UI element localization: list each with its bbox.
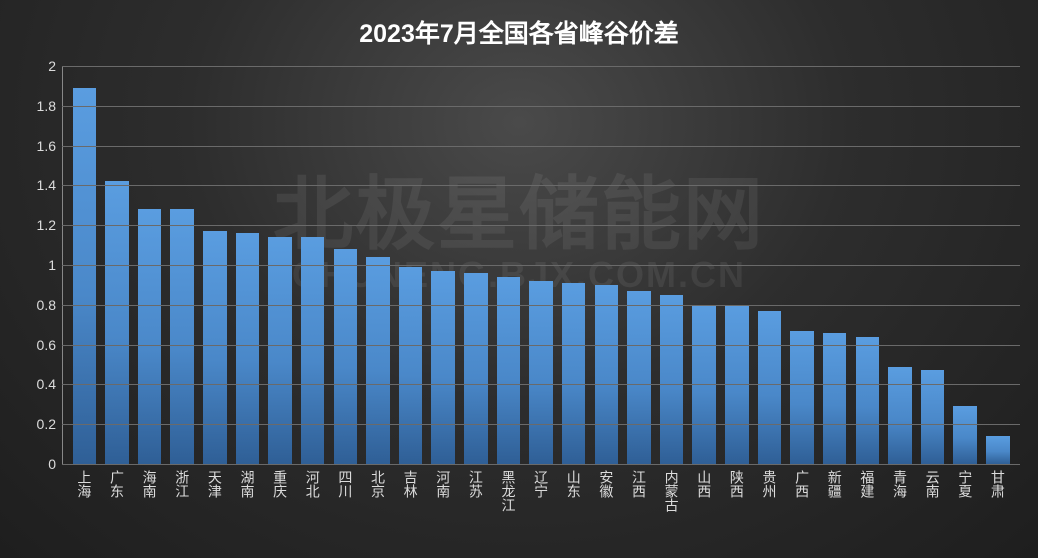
bar bbox=[399, 267, 422, 464]
bar bbox=[268, 237, 291, 464]
bar bbox=[203, 231, 226, 464]
x-tick-label: 北京 bbox=[362, 470, 395, 512]
gridline bbox=[62, 146, 1020, 147]
bar bbox=[595, 285, 618, 464]
y-tick-label: 1.6 bbox=[4, 138, 56, 154]
bar bbox=[953, 406, 976, 464]
y-tick-label: 0 bbox=[4, 456, 56, 472]
y-tick-label: 1.2 bbox=[4, 217, 56, 233]
y-tick-label: 2 bbox=[4, 58, 56, 74]
bar bbox=[627, 291, 650, 464]
y-tick-label: 1 bbox=[4, 257, 56, 273]
x-tick-label: 四川 bbox=[329, 470, 362, 512]
x-tick-label: 青海 bbox=[884, 470, 917, 512]
x-tick-label: 贵州 bbox=[753, 470, 786, 512]
x-tick-label: 山东 bbox=[557, 470, 590, 512]
x-tick-label: 新疆 bbox=[818, 470, 851, 512]
bar bbox=[529, 281, 552, 464]
bar bbox=[236, 233, 259, 464]
x-tick-label: 浙江 bbox=[166, 470, 199, 512]
bar bbox=[888, 367, 911, 465]
gridline bbox=[62, 185, 1020, 186]
bar bbox=[758, 311, 781, 464]
gridline bbox=[62, 106, 1020, 107]
bar bbox=[431, 271, 454, 464]
bar bbox=[170, 209, 193, 464]
y-tick-label: 0.6 bbox=[4, 337, 56, 353]
x-labels-container: 上海广东海南浙江天津湖南重庆河北四川北京吉林河南江苏黑龙江辽宁山东安徽江西内蒙古… bbox=[62, 470, 1020, 512]
x-tick-label: 河南 bbox=[427, 470, 460, 512]
chart-title: 2023年7月全国各省峰谷价差 bbox=[0, 14, 1038, 50]
bar bbox=[464, 273, 487, 464]
x-tick-label: 重庆 bbox=[264, 470, 297, 512]
y-tick-label: 0.4 bbox=[4, 376, 56, 392]
bar bbox=[334, 249, 357, 464]
x-tick-label: 福建 bbox=[851, 470, 884, 512]
bar bbox=[366, 257, 389, 464]
x-tick-label: 云南 bbox=[916, 470, 949, 512]
chart-root: 2023年7月全国各省峰谷价差 北极星储能网 CHUNENG.BJX.COM.C… bbox=[0, 0, 1038, 558]
y-tick-label: 0.8 bbox=[4, 297, 56, 313]
gridline bbox=[62, 265, 1020, 266]
gridline bbox=[62, 66, 1020, 67]
gridline bbox=[62, 225, 1020, 226]
y-tick-label: 0.2 bbox=[4, 416, 56, 432]
bar bbox=[986, 436, 1009, 464]
bar bbox=[73, 88, 96, 464]
gridline bbox=[62, 345, 1020, 346]
bar bbox=[138, 209, 161, 464]
x-tick-label: 海南 bbox=[133, 470, 166, 512]
x-tick-label: 江苏 bbox=[460, 470, 493, 512]
bar bbox=[823, 333, 846, 464]
x-tick-label: 内蒙古 bbox=[655, 470, 688, 512]
gridline bbox=[62, 305, 1020, 306]
x-tick-label: 广东 bbox=[101, 470, 134, 512]
bar bbox=[790, 331, 813, 464]
x-tick-label: 江西 bbox=[623, 470, 656, 512]
y-tick-label: 1.4 bbox=[4, 177, 56, 193]
x-tick-label: 黑龙江 bbox=[492, 470, 525, 512]
bar bbox=[562, 283, 585, 464]
bar bbox=[105, 181, 128, 464]
x-tick-label: 广西 bbox=[786, 470, 819, 512]
x-tick-label: 辽宁 bbox=[525, 470, 558, 512]
x-tick-label: 河北 bbox=[296, 470, 329, 512]
plot-area: 00.20.40.60.811.21.41.61.82 bbox=[62, 66, 1020, 464]
x-tick-label: 安徽 bbox=[590, 470, 623, 512]
x-tick-label: 山西 bbox=[688, 470, 721, 512]
x-tick-label: 上海 bbox=[68, 470, 101, 512]
gridline bbox=[62, 464, 1020, 465]
gridline bbox=[62, 384, 1020, 385]
bar bbox=[301, 237, 324, 464]
bar bbox=[660, 295, 683, 464]
x-tick-label: 宁夏 bbox=[949, 470, 982, 512]
x-tick-label: 甘肃 bbox=[982, 470, 1015, 512]
x-tick-label: 吉林 bbox=[394, 470, 427, 512]
gridline bbox=[62, 424, 1020, 425]
x-tick-label: 陕西 bbox=[721, 470, 754, 512]
x-tick-label: 湖南 bbox=[231, 470, 264, 512]
y-tick-label: 1.8 bbox=[4, 98, 56, 114]
x-tick-label: 天津 bbox=[199, 470, 232, 512]
bar bbox=[856, 337, 879, 464]
